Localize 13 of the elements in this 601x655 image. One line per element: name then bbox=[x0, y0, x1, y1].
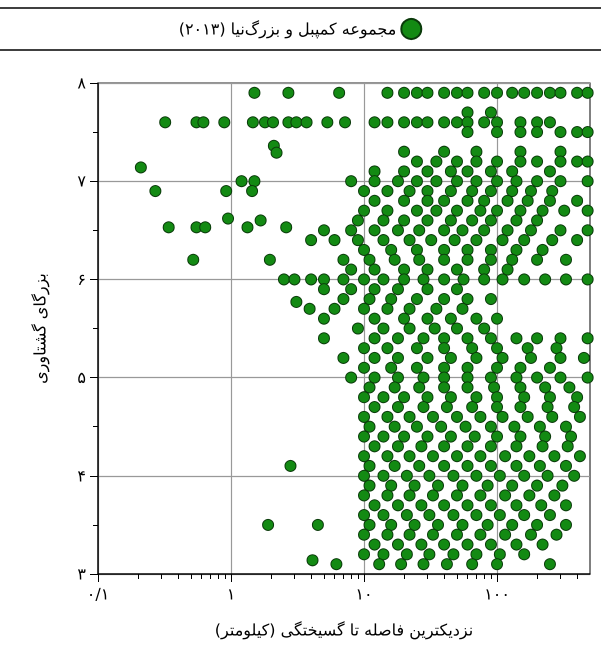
y-tick-label: ۴ bbox=[77, 466, 86, 486]
x-tick-label: ۰/۱ bbox=[86, 584, 110, 604]
y-tick-label: ۷ bbox=[77, 172, 86, 191]
y-axis-title: بزرگای گشتاوری bbox=[30, 273, 50, 384]
y-tick-label: ۶ bbox=[77, 270, 86, 289]
x-tick-label: ۱ bbox=[226, 584, 236, 604]
x-axis-title: نزدیکترین فاصله تا گسیختگی (کیلومتر) bbox=[214, 620, 474, 640]
y-tick-label: ۸ bbox=[77, 74, 86, 92]
y-tick-label: ۳ bbox=[77, 564, 86, 584]
x-tick-label: ۱۰۰ bbox=[484, 584, 510, 604]
y-tick-label: ۵ bbox=[77, 368, 86, 388]
legend-label: مجموعه کمپبل و بزرگ‌نیا (۲۰۱۳) bbox=[178, 20, 396, 38]
x-tick-label: ۱۰ bbox=[355, 584, 373, 604]
